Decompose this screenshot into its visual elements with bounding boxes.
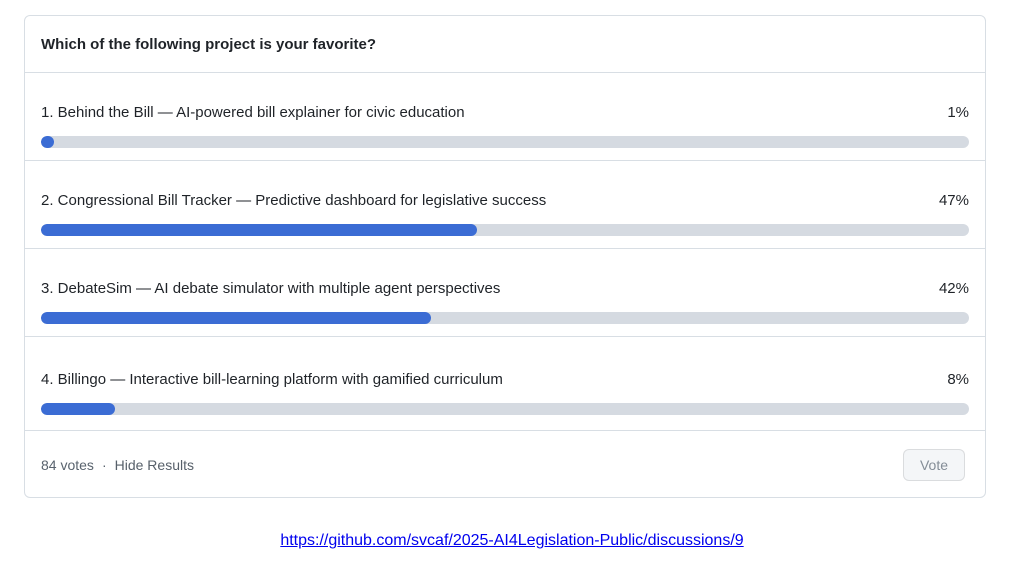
option-label: 2. Congressional Bill Tracker — Predicti… [41,192,547,209]
option-label: 3. DebateSim — AI debate simulator with … [41,280,501,297]
option-percent: 1% [947,104,969,121]
poll-bar-fill [41,403,116,415]
discussion-link-row: https://github.com/svcaf/2025-AI4Legisla… [0,532,1024,550]
poll-option-row[interactable]: 3. DebateSim — AI debate simulator with … [25,249,985,337]
option-percent: 47% [938,192,969,209]
hide-results-link[interactable]: Hide Results [114,456,194,473]
poll-card: Which of the following project is your f… [24,15,986,498]
option-label: 4. Billingo — Interactive bill-learning … [41,371,503,388]
dot-separator: · [101,456,107,473]
option-label: 1. Behind the Bill — AI-powered bill exp… [41,104,465,121]
poll-footer: 84 votes · Hide Results Vote [25,431,985,498]
option-percent: 42% [938,280,969,297]
poll-bar-track [41,224,969,236]
discussion-link[interactable]: https://github.com/svcaf/2025-AI4Legisla… [280,532,744,549]
option-percent: 8% [947,371,969,388]
poll-option-row[interactable]: 1. Behind the Bill — AI-powered bill exp… [25,73,985,161]
poll-bar-track [41,312,969,324]
poll-option-row[interactable]: 2. Congressional Bill Tracker — Predicti… [25,161,985,249]
poll-bar-fill [41,312,431,324]
poll-bar-fill [41,136,54,148]
votes-count: 84 votes [41,456,94,473]
poll-question: Which of the following project is your f… [25,16,985,73]
poll-bar-track [41,403,969,415]
vote-button[interactable]: Vote [902,448,965,481]
poll-option-row[interactable]: 4. Billingo — Interactive bill-learning … [25,337,985,431]
poll-bar-fill [41,224,478,236]
poll-bar-track [41,136,969,148]
